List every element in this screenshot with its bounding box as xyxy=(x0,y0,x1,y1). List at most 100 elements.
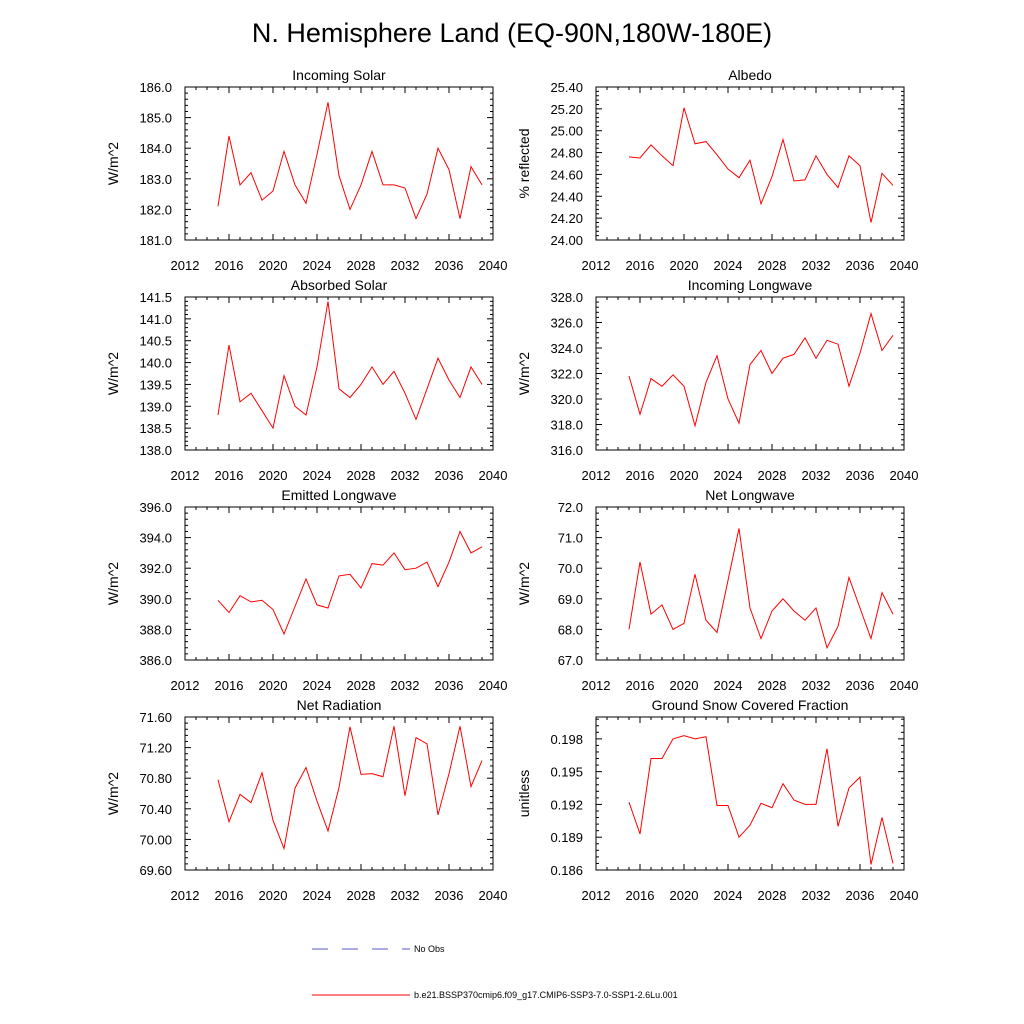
x-tick-label: 2028 xyxy=(347,678,376,693)
x-tick-label: 2012 xyxy=(582,468,611,483)
x-tick-label: 2020 xyxy=(670,258,699,273)
y-tick-label: 320.0 xyxy=(550,392,583,407)
y-tick-label: 141.0 xyxy=(139,312,172,327)
series-line xyxy=(217,102,483,220)
panel-1: Albedo % reflected 2012 2016 2020 2024 2028 203… xyxy=(516,67,918,273)
series-line xyxy=(217,530,483,636)
x-tick-label: 2020 xyxy=(259,258,288,273)
series-line xyxy=(628,107,894,223)
x-tick-label: 2028 xyxy=(347,258,376,273)
y-tick-label: 71.60 xyxy=(139,710,172,725)
x-tick-label: 2028 xyxy=(758,888,787,903)
x-tick-label: 2012 xyxy=(582,258,611,273)
y-axis-label: unitless xyxy=(516,770,532,817)
x-tick-label: 2024 xyxy=(714,258,743,273)
y-tick-label: 69.60 xyxy=(139,863,172,878)
figure-title: N. Hemisphere Land (EQ-90N,180W-180E) xyxy=(252,18,772,48)
x-tick-label: 2020 xyxy=(259,888,288,903)
y-tick-label: 185.0 xyxy=(139,111,172,126)
panels: Incoming Solar W/m^2 2012 2016 2020 2024 2028 2… xyxy=(105,67,918,903)
y-tick-label: 322.0 xyxy=(550,367,583,382)
panel-3: Incoming Longwave W/m^2 2012 2016 2020 2024 20… xyxy=(516,277,918,483)
x-tick-label: 2040 xyxy=(479,468,508,483)
x-tick-label: 2024 xyxy=(303,258,332,273)
x-tick-label: 2040 xyxy=(890,468,919,483)
y-tick-label: 70.0 xyxy=(558,561,583,576)
plot-frame xyxy=(595,296,905,451)
legend: No Obs b.e21.BSSP370cmip6.f09_g17.CMIP6-… xyxy=(312,944,678,1000)
y-tick-label: 71.20 xyxy=(139,741,172,756)
x-tick-label: 2012 xyxy=(171,888,200,903)
y-tick-label: 70.00 xyxy=(139,832,172,847)
plot-frame xyxy=(184,716,494,871)
legend-obs-label: No Obs xyxy=(414,944,445,954)
x-tick-label: 2024 xyxy=(303,888,332,903)
x-tick-label: 2012 xyxy=(171,258,200,273)
y-tick-label: 392.0 xyxy=(139,561,172,576)
series-line xyxy=(217,301,483,430)
x-tick-label: 2016 xyxy=(626,888,655,903)
panel-title: Incoming Longwave xyxy=(688,277,813,293)
x-tick-label: 2036 xyxy=(435,258,464,273)
plot-frame xyxy=(184,506,494,661)
x-tick-label: 2028 xyxy=(347,888,376,903)
x-tick-label: 2016 xyxy=(626,258,655,273)
y-tick-label: 24.80 xyxy=(550,146,583,161)
x-tick-label: 2032 xyxy=(391,258,420,273)
x-tick-label: 2020 xyxy=(670,678,699,693)
panel-title: Albedo xyxy=(728,67,772,83)
panel-title: Incoming Solar xyxy=(292,67,386,83)
y-tick-label: 181.0 xyxy=(139,233,172,248)
x-tick-label: 2036 xyxy=(846,258,875,273)
series-line xyxy=(217,726,483,851)
y-axis-label: W/m^2 xyxy=(105,142,121,185)
x-tick-label: 2040 xyxy=(890,888,919,903)
y-tick-label: 25.00 xyxy=(550,124,583,139)
y-tick-label: 25.40 xyxy=(550,80,583,95)
y-tick-label: 68.0 xyxy=(558,622,583,637)
x-tick-label: 2012 xyxy=(582,678,611,693)
x-tick-label: 2028 xyxy=(758,678,787,693)
x-tick-label: 2020 xyxy=(670,468,699,483)
x-tick-label: 2032 xyxy=(802,258,831,273)
panel-7: Ground Snow Covered Fraction unitless 2012… xyxy=(516,697,918,903)
y-tick-label: 70.80 xyxy=(139,771,172,786)
y-tick-label: 394.0 xyxy=(139,531,172,546)
y-tick-label: 316.0 xyxy=(550,443,583,458)
panel-title: Net Radiation xyxy=(297,697,382,713)
y-tick-label: 0.198 xyxy=(550,732,583,747)
panel-title: Ground Snow Covered Fraction xyxy=(652,697,849,713)
x-tick-label: 2036 xyxy=(846,678,875,693)
plot-frame xyxy=(595,506,905,661)
x-tick-label: 2040 xyxy=(479,888,508,903)
x-tick-label: 2032 xyxy=(391,468,420,483)
y-axis-label: W/m^2 xyxy=(105,772,121,815)
x-tick-label: 2024 xyxy=(714,468,743,483)
x-tick-label: 2028 xyxy=(347,468,376,483)
y-tick-label: 71.0 xyxy=(558,531,583,546)
y-tick-label: 24.60 xyxy=(550,167,583,182)
y-tick-label: 24.20 xyxy=(550,211,583,226)
y-axis-label: W/m^2 xyxy=(105,562,121,605)
x-tick-label: 2032 xyxy=(802,678,831,693)
x-tick-label: 2036 xyxy=(435,468,464,483)
plot-frame xyxy=(184,86,494,241)
y-tick-label: 72.0 xyxy=(558,500,583,515)
y-tick-label: 70.40 xyxy=(139,802,172,817)
y-tick-label: 24.40 xyxy=(550,189,583,204)
y-tick-label: 328.0 xyxy=(550,290,583,305)
panel-title: Emitted Longwave xyxy=(281,487,396,503)
plot-frame xyxy=(184,296,494,451)
y-tick-label: 390.0 xyxy=(139,592,172,607)
y-tick-label: 0.192 xyxy=(550,797,583,812)
x-tick-label: 2032 xyxy=(391,888,420,903)
y-tick-label: 182.0 xyxy=(139,202,172,217)
y-tick-label: 141.5 xyxy=(139,290,172,305)
panel-4: Emitted Longwave W/m^2 2012 2016 2020 2024 202… xyxy=(105,487,507,693)
y-axis-label: % reflected xyxy=(516,128,532,198)
x-tick-label: 2016 xyxy=(215,468,244,483)
x-tick-label: 2028 xyxy=(758,258,787,273)
y-tick-label: 186.0 xyxy=(139,80,172,95)
x-tick-label: 2036 xyxy=(435,888,464,903)
y-tick-label: 184.0 xyxy=(139,141,172,156)
